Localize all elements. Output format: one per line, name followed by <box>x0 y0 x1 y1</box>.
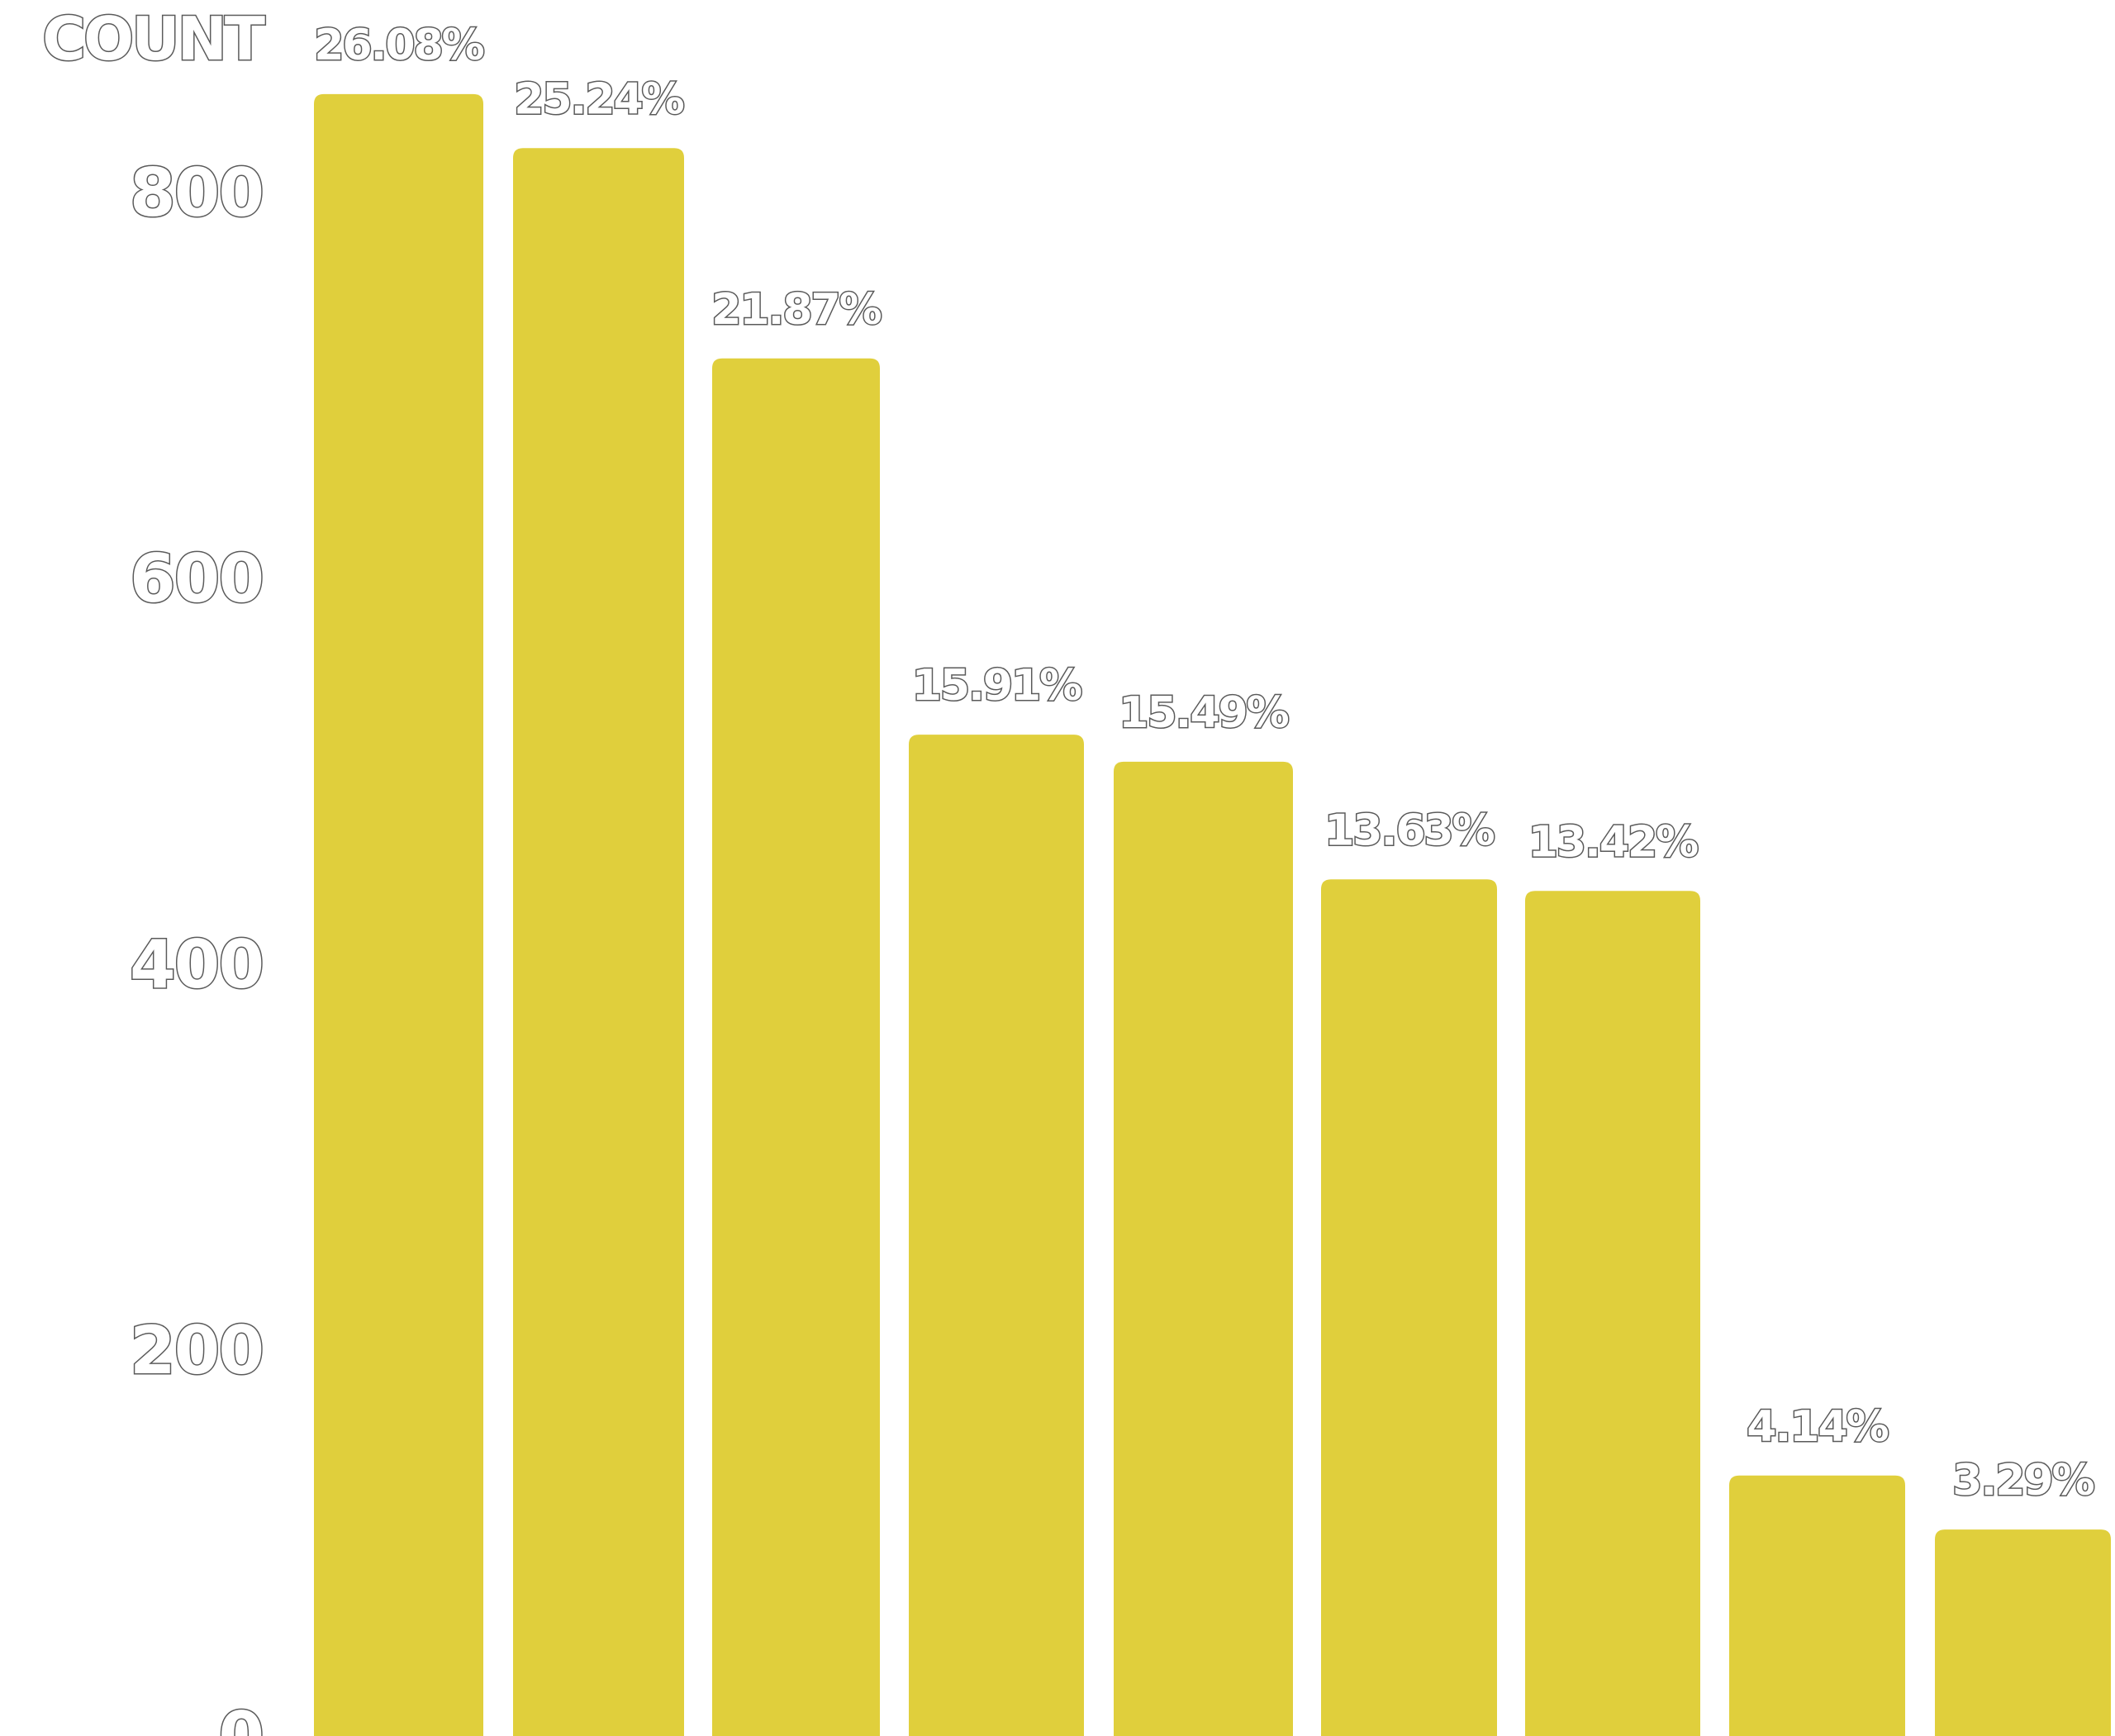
y-tick-label: 0 <box>218 1698 263 1736</box>
bar <box>712 358 880 1736</box>
y-tick-label: 200 <box>130 1312 263 1389</box>
y-axis-label: COUNT <box>42 4 265 74</box>
bar <box>1114 761 1293 1736</box>
bar-value-label: 4.14% <box>1747 1402 1888 1452</box>
bar <box>513 148 684 1736</box>
bar <box>909 735 1084 1736</box>
bars <box>314 93 2111 1736</box>
bar <box>1321 879 1497 1736</box>
y-tick-label: 400 <box>130 926 263 1003</box>
bar <box>1935 1529 2111 1736</box>
bar-value-labels: 26.08% 25.24% 21.87% 15.91% 15.49% 13.63% 13.4… <box>313 19 2097 1506</box>
bar-value-label: 26.08% <box>314 21 483 70</box>
bar <box>1729 1475 1905 1736</box>
bar-value-label: 15.91% <box>912 661 1081 711</box>
y-tick-label: 800 <box>130 155 263 231</box>
bar-value-label: 3.29% <box>1952 1456 2094 1505</box>
y-tick-label: 600 <box>130 540 263 617</box>
bar-value-label: 25.24% <box>514 74 683 124</box>
bar-value-label: 13.63% <box>1324 806 1494 855</box>
bar-value-label: 21.87% <box>711 285 881 335</box>
bar-value-label: 13.42% <box>1528 817 1698 867</box>
bar <box>1525 891 1700 1736</box>
bar-value-label: 15.49% <box>1119 688 1288 738</box>
y-axis-ticks: 0 200 400 600 800 <box>129 154 266 1736</box>
bar <box>314 93 483 1736</box>
